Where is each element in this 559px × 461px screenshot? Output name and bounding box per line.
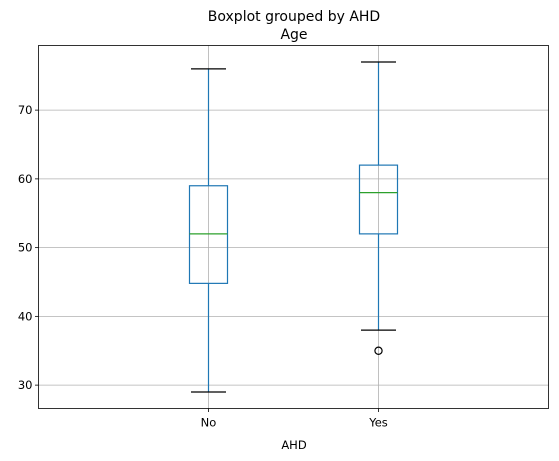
outlier-point — [374, 346, 383, 355]
plot-frame — [38, 45, 549, 409]
y-tick-label: 70 — [18, 103, 33, 117]
box-no — [188, 68, 229, 393]
grid-lines — [38, 45, 549, 409]
y-tick-label: 30 — [18, 378, 33, 392]
chart-title: Boxplot grouped by AHD — [208, 9, 380, 25]
iqr-box — [358, 164, 399, 235]
box-group — [188, 61, 399, 393]
y-tick-label: 50 — [18, 241, 33, 255]
iqr-box — [188, 185, 229, 284]
x-tick-label: No — [201, 416, 217, 430]
chart-subtitle: Age — [280, 27, 307, 43]
y-tick-label: 40 — [18, 309, 33, 323]
y-tick-label: 60 — [18, 172, 33, 186]
box-yes — [358, 61, 399, 355]
x-tick-label: Yes — [368, 416, 388, 430]
x-axis: No Yes — [201, 408, 388, 430]
x-axis-label: AHD — [281, 438, 307, 452]
y-axis: 30 40 50 60 70 — [18, 103, 39, 392]
